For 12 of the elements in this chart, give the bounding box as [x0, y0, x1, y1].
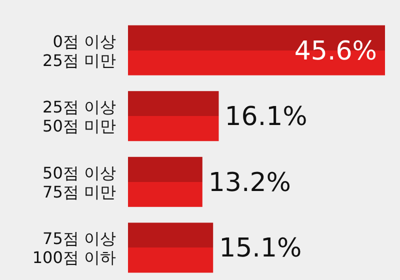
- data-label: 15.1%: [219, 234, 302, 264]
- data-label: 13.2%: [208, 168, 292, 198]
- bar: [128, 222, 214, 273]
- y-tick-label: 50점 이상 75점 미만: [42, 163, 116, 202]
- y-tick-label: 0점 이상 25점 미만: [42, 32, 116, 70]
- data-label: 45.6%: [294, 36, 377, 66]
- bar: [128, 156, 202, 207]
- data-label: 16.1%: [224, 102, 308, 132]
- y-tick-label: 25점 이상 50점 미만: [42, 98, 116, 136]
- y-tick-label: 75점 이상 100점 이하: [32, 229, 116, 268]
- bar: [128, 91, 219, 142]
- bar: [128, 25, 385, 76]
